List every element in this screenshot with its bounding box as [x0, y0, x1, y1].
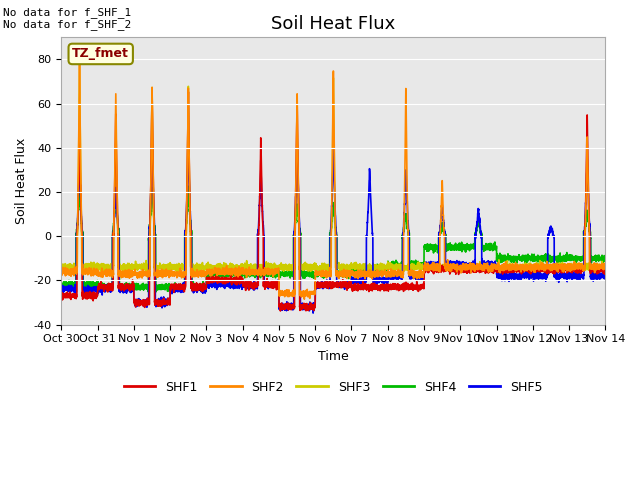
- Line: SHF4: SHF4: [61, 186, 605, 292]
- SHF5: [426, 259, 433, 265]
- SHF5: [602, 274, 609, 280]
- SHF2: [314, 271, 321, 276]
- SHF2: [486, 268, 494, 274]
- SHF5: [314, 284, 321, 290]
- SHF1: [276, 308, 284, 314]
- SHF5: [601, 275, 609, 280]
- SHF4: [184, 183, 192, 189]
- SHF1: [456, 263, 463, 269]
- SHF2: [426, 264, 433, 270]
- SHF5: [486, 263, 494, 268]
- SHF3: [313, 265, 321, 271]
- SHF2: [602, 266, 609, 272]
- SHF3: [486, 264, 494, 269]
- Text: No data for f_SHF_1: No data for f_SHF_1: [3, 7, 131, 18]
- SHF5: [293, 145, 301, 151]
- SHF3: [601, 263, 609, 269]
- SHF4: [601, 257, 609, 263]
- Line: SHF2: SHF2: [61, 59, 605, 299]
- SHF3: [456, 263, 463, 268]
- SHF3: [58, 261, 65, 267]
- SHF4: [156, 286, 163, 291]
- SHF1: [602, 268, 609, 274]
- Y-axis label: Soil Heat Flux: Soil Heat Flux: [15, 138, 28, 224]
- Text: No data for f_SHF_2: No data for f_SHF_2: [3, 19, 131, 30]
- SHF3: [76, 63, 83, 69]
- SHF2: [601, 263, 609, 268]
- SHF4: [456, 240, 463, 246]
- X-axis label: Time: Time: [318, 350, 349, 363]
- SHF5: [58, 286, 65, 291]
- SHF2: [456, 267, 463, 273]
- SHF4: [58, 282, 65, 288]
- SHF2: [76, 56, 83, 61]
- Line: SHF1: SHF1: [61, 92, 605, 311]
- SHF4: [602, 255, 609, 261]
- SHF1: [486, 268, 494, 274]
- SHF3: [156, 264, 163, 270]
- SHF4: [314, 268, 321, 274]
- SHF5: [156, 299, 163, 305]
- SHF4: [426, 246, 433, 252]
- SHF2: [301, 296, 308, 302]
- SHF4: [486, 245, 494, 251]
- SHF1: [156, 301, 163, 307]
- SHF3: [426, 266, 433, 272]
- SHF1: [426, 268, 433, 274]
- SHF1: [58, 290, 65, 296]
- SHF4: [152, 289, 160, 295]
- Title: Soil Heat Flux: Soil Heat Flux: [271, 15, 396, 33]
- SHF3: [506, 271, 514, 276]
- SHF5: [456, 262, 463, 267]
- SHF5: [309, 310, 317, 316]
- SHF1: [184, 89, 192, 95]
- Text: TZ_fmet: TZ_fmet: [72, 48, 129, 60]
- SHF1: [314, 282, 321, 288]
- SHF3: [602, 264, 609, 270]
- SHF1: [601, 263, 609, 268]
- SHF2: [156, 270, 163, 276]
- Line: SHF3: SHF3: [61, 66, 605, 274]
- SHF2: [58, 269, 65, 275]
- Legend: SHF1, SHF2, SHF3, SHF4, SHF5: SHF1, SHF2, SHF3, SHF4, SHF5: [119, 376, 547, 399]
- Line: SHF5: SHF5: [61, 148, 605, 313]
